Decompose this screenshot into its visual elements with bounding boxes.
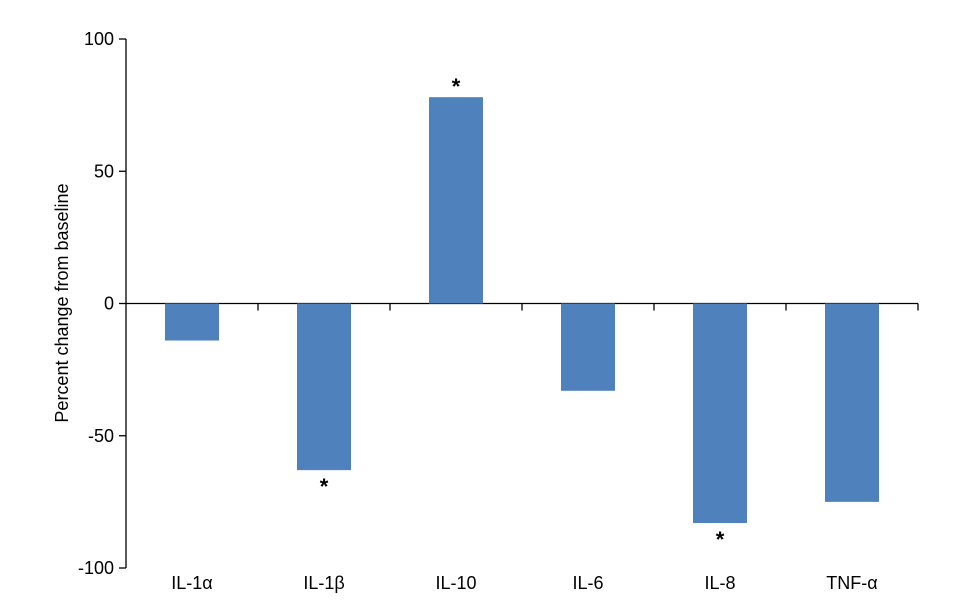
x-tick-label: IL-8	[704, 573, 735, 593]
y-axis-title: Percent change from baseline	[52, 183, 72, 422]
bar-tnf-	[825, 303, 879, 502]
x-tick-label: IL-1α	[171, 573, 212, 593]
y-tick-label: -50	[88, 426, 114, 446]
x-tick-label: TNF-α	[826, 573, 877, 593]
x-tick-labels: IL-1α IL-1β IL-10 IL-6 IL-8 TNF-α	[171, 573, 877, 593]
y-tick-label: 50	[94, 161, 114, 181]
bar-il-1-	[297, 303, 351, 471]
significance-star: *	[320, 474, 329, 499]
bar-il-1-	[165, 303, 219, 341]
significance-star: *	[716, 527, 725, 552]
x-axis	[126, 302, 919, 311]
bar-il-10	[429, 97, 483, 304]
y-axis	[119, 38, 127, 569]
y-tick-label: 0	[104, 294, 114, 314]
bar-il-6	[561, 303, 615, 391]
x-tick-label: IL-10	[435, 573, 476, 593]
significance-markers: * * *	[320, 74, 725, 552]
y-tick-labels: 100 50 0 -50 -100	[78, 29, 114, 578]
y-tick-label: -100	[78, 558, 114, 578]
x-tick-label: IL-6	[572, 573, 603, 593]
bar-il-8	[693, 303, 747, 524]
bars	[165, 97, 879, 524]
y-tick-label: 100	[84, 29, 114, 49]
x-tick-label: IL-1β	[303, 573, 344, 593]
significance-star: *	[452, 74, 461, 99]
